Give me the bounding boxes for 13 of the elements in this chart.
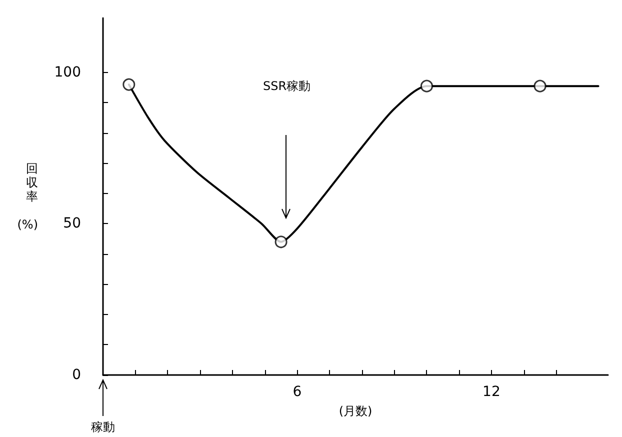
y-tick-label: 0 bbox=[72, 367, 81, 383]
x-tick-label: 6 bbox=[292, 384, 302, 400]
y-tick-label: 100 bbox=[54, 64, 81, 80]
point bbox=[274, 236, 288, 248]
x-tick-label: 12 bbox=[482, 384, 500, 400]
point bbox=[534, 80, 546, 92]
point bbox=[122, 78, 136, 91]
annotation: SSR稼動 bbox=[263, 79, 311, 93]
y-tick-label: 50 bbox=[63, 216, 81, 232]
y-axis-title: 回収率 (%) bbox=[17, 162, 38, 232]
x-axis-title: (月数) bbox=[338, 404, 372, 418]
point bbox=[420, 80, 433, 92]
text: 稼動 bbox=[91, 420, 115, 434]
